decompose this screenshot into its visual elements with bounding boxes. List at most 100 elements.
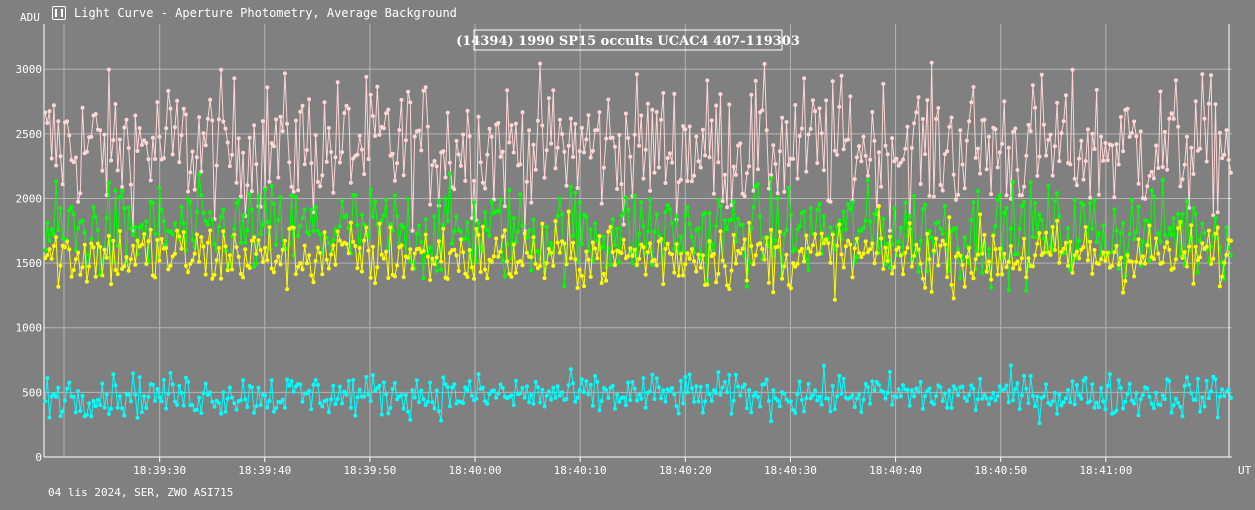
data-point bbox=[782, 189, 787, 194]
data-point bbox=[931, 402, 936, 407]
data-point bbox=[969, 100, 974, 105]
data-point bbox=[51, 103, 56, 108]
data-point bbox=[850, 393, 855, 398]
data-point bbox=[832, 148, 837, 153]
data-point bbox=[117, 137, 122, 142]
data-point bbox=[914, 242, 919, 247]
data-point bbox=[406, 197, 411, 202]
data-point bbox=[718, 229, 723, 234]
data-point bbox=[683, 213, 688, 218]
data-point bbox=[934, 236, 939, 241]
data-point bbox=[54, 163, 59, 168]
data-point bbox=[441, 223, 446, 227]
data-point bbox=[419, 388, 424, 393]
data-point bbox=[142, 232, 147, 237]
data-point bbox=[654, 376, 659, 381]
data-point bbox=[685, 205, 690, 210]
data-point bbox=[45, 121, 50, 125]
data-point bbox=[905, 124, 910, 129]
data-point bbox=[1039, 72, 1044, 77]
data-point bbox=[348, 220, 353, 225]
data-point bbox=[722, 379, 727, 384]
data-point bbox=[157, 186, 162, 191]
data-point bbox=[1072, 402, 1077, 407]
data-point bbox=[432, 214, 437, 219]
data-point bbox=[760, 247, 765, 252]
data-point bbox=[335, 397, 340, 401]
data-point bbox=[139, 223, 144, 227]
data-point bbox=[606, 97, 611, 102]
data-point bbox=[742, 194, 747, 199]
data-point bbox=[1151, 194, 1156, 199]
data-point bbox=[793, 246, 798, 251]
data-point bbox=[727, 102, 732, 107]
data-point bbox=[109, 406, 114, 411]
data-point bbox=[826, 241, 831, 246]
data-point bbox=[529, 200, 534, 205]
data-point bbox=[610, 135, 615, 140]
data-point bbox=[219, 411, 224, 416]
data-point bbox=[1066, 226, 1071, 231]
data-point bbox=[854, 155, 859, 160]
data-point bbox=[54, 394, 59, 399]
data-point bbox=[747, 388, 752, 392]
data-point bbox=[414, 378, 419, 383]
data-point bbox=[410, 388, 415, 393]
data-point bbox=[1143, 196, 1148, 201]
data-point bbox=[76, 389, 81, 394]
data-point bbox=[1209, 73, 1214, 78]
data-point bbox=[784, 120, 789, 124]
data-point bbox=[461, 250, 466, 255]
data-point bbox=[324, 398, 329, 402]
data-point bbox=[687, 222, 692, 226]
data-point bbox=[705, 282, 710, 287]
data-point bbox=[663, 181, 668, 185]
data-point bbox=[1134, 259, 1139, 264]
data-point bbox=[896, 387, 901, 392]
data-point bbox=[967, 246, 972, 250]
data-point bbox=[331, 243, 336, 248]
data-point bbox=[879, 184, 884, 189]
data-point bbox=[1015, 251, 1020, 256]
data-point bbox=[1046, 183, 1051, 188]
data-point bbox=[1052, 144, 1057, 149]
data-point bbox=[344, 103, 349, 108]
data-point bbox=[1195, 270, 1200, 275]
data-point bbox=[373, 199, 378, 204]
data-point bbox=[1189, 145, 1194, 150]
data-point bbox=[177, 160, 182, 165]
data-point bbox=[480, 385, 485, 390]
data-point bbox=[80, 105, 85, 110]
data-point bbox=[857, 144, 862, 149]
data-point bbox=[562, 241, 567, 246]
data-point bbox=[375, 265, 380, 270]
data-point bbox=[1118, 255, 1123, 260]
data-point bbox=[351, 156, 356, 161]
data-point bbox=[421, 397, 426, 402]
app-logo-icon[interactable] bbox=[52, 6, 66, 20]
data-point bbox=[742, 237, 747, 242]
data-point bbox=[962, 186, 967, 191]
data-point bbox=[1147, 394, 1152, 399]
data-point bbox=[210, 218, 215, 223]
data-point bbox=[318, 184, 323, 189]
data-point bbox=[1041, 394, 1046, 399]
data-point bbox=[1094, 400, 1099, 405]
data-point bbox=[872, 138, 877, 143]
data-point bbox=[1024, 153, 1029, 158]
data-point bbox=[474, 396, 479, 401]
data-point bbox=[417, 400, 422, 404]
data-point bbox=[839, 391, 844, 396]
data-point bbox=[782, 232, 787, 237]
data-point bbox=[186, 379, 191, 384]
data-point bbox=[590, 240, 595, 245]
data-point bbox=[144, 262, 149, 266]
data-point bbox=[1008, 226, 1013, 231]
data-point bbox=[953, 197, 958, 202]
data-point bbox=[755, 167, 760, 172]
data-point bbox=[43, 110, 48, 115]
data-point bbox=[1046, 137, 1051, 142]
data-point bbox=[203, 272, 208, 277]
data-point bbox=[432, 262, 437, 267]
